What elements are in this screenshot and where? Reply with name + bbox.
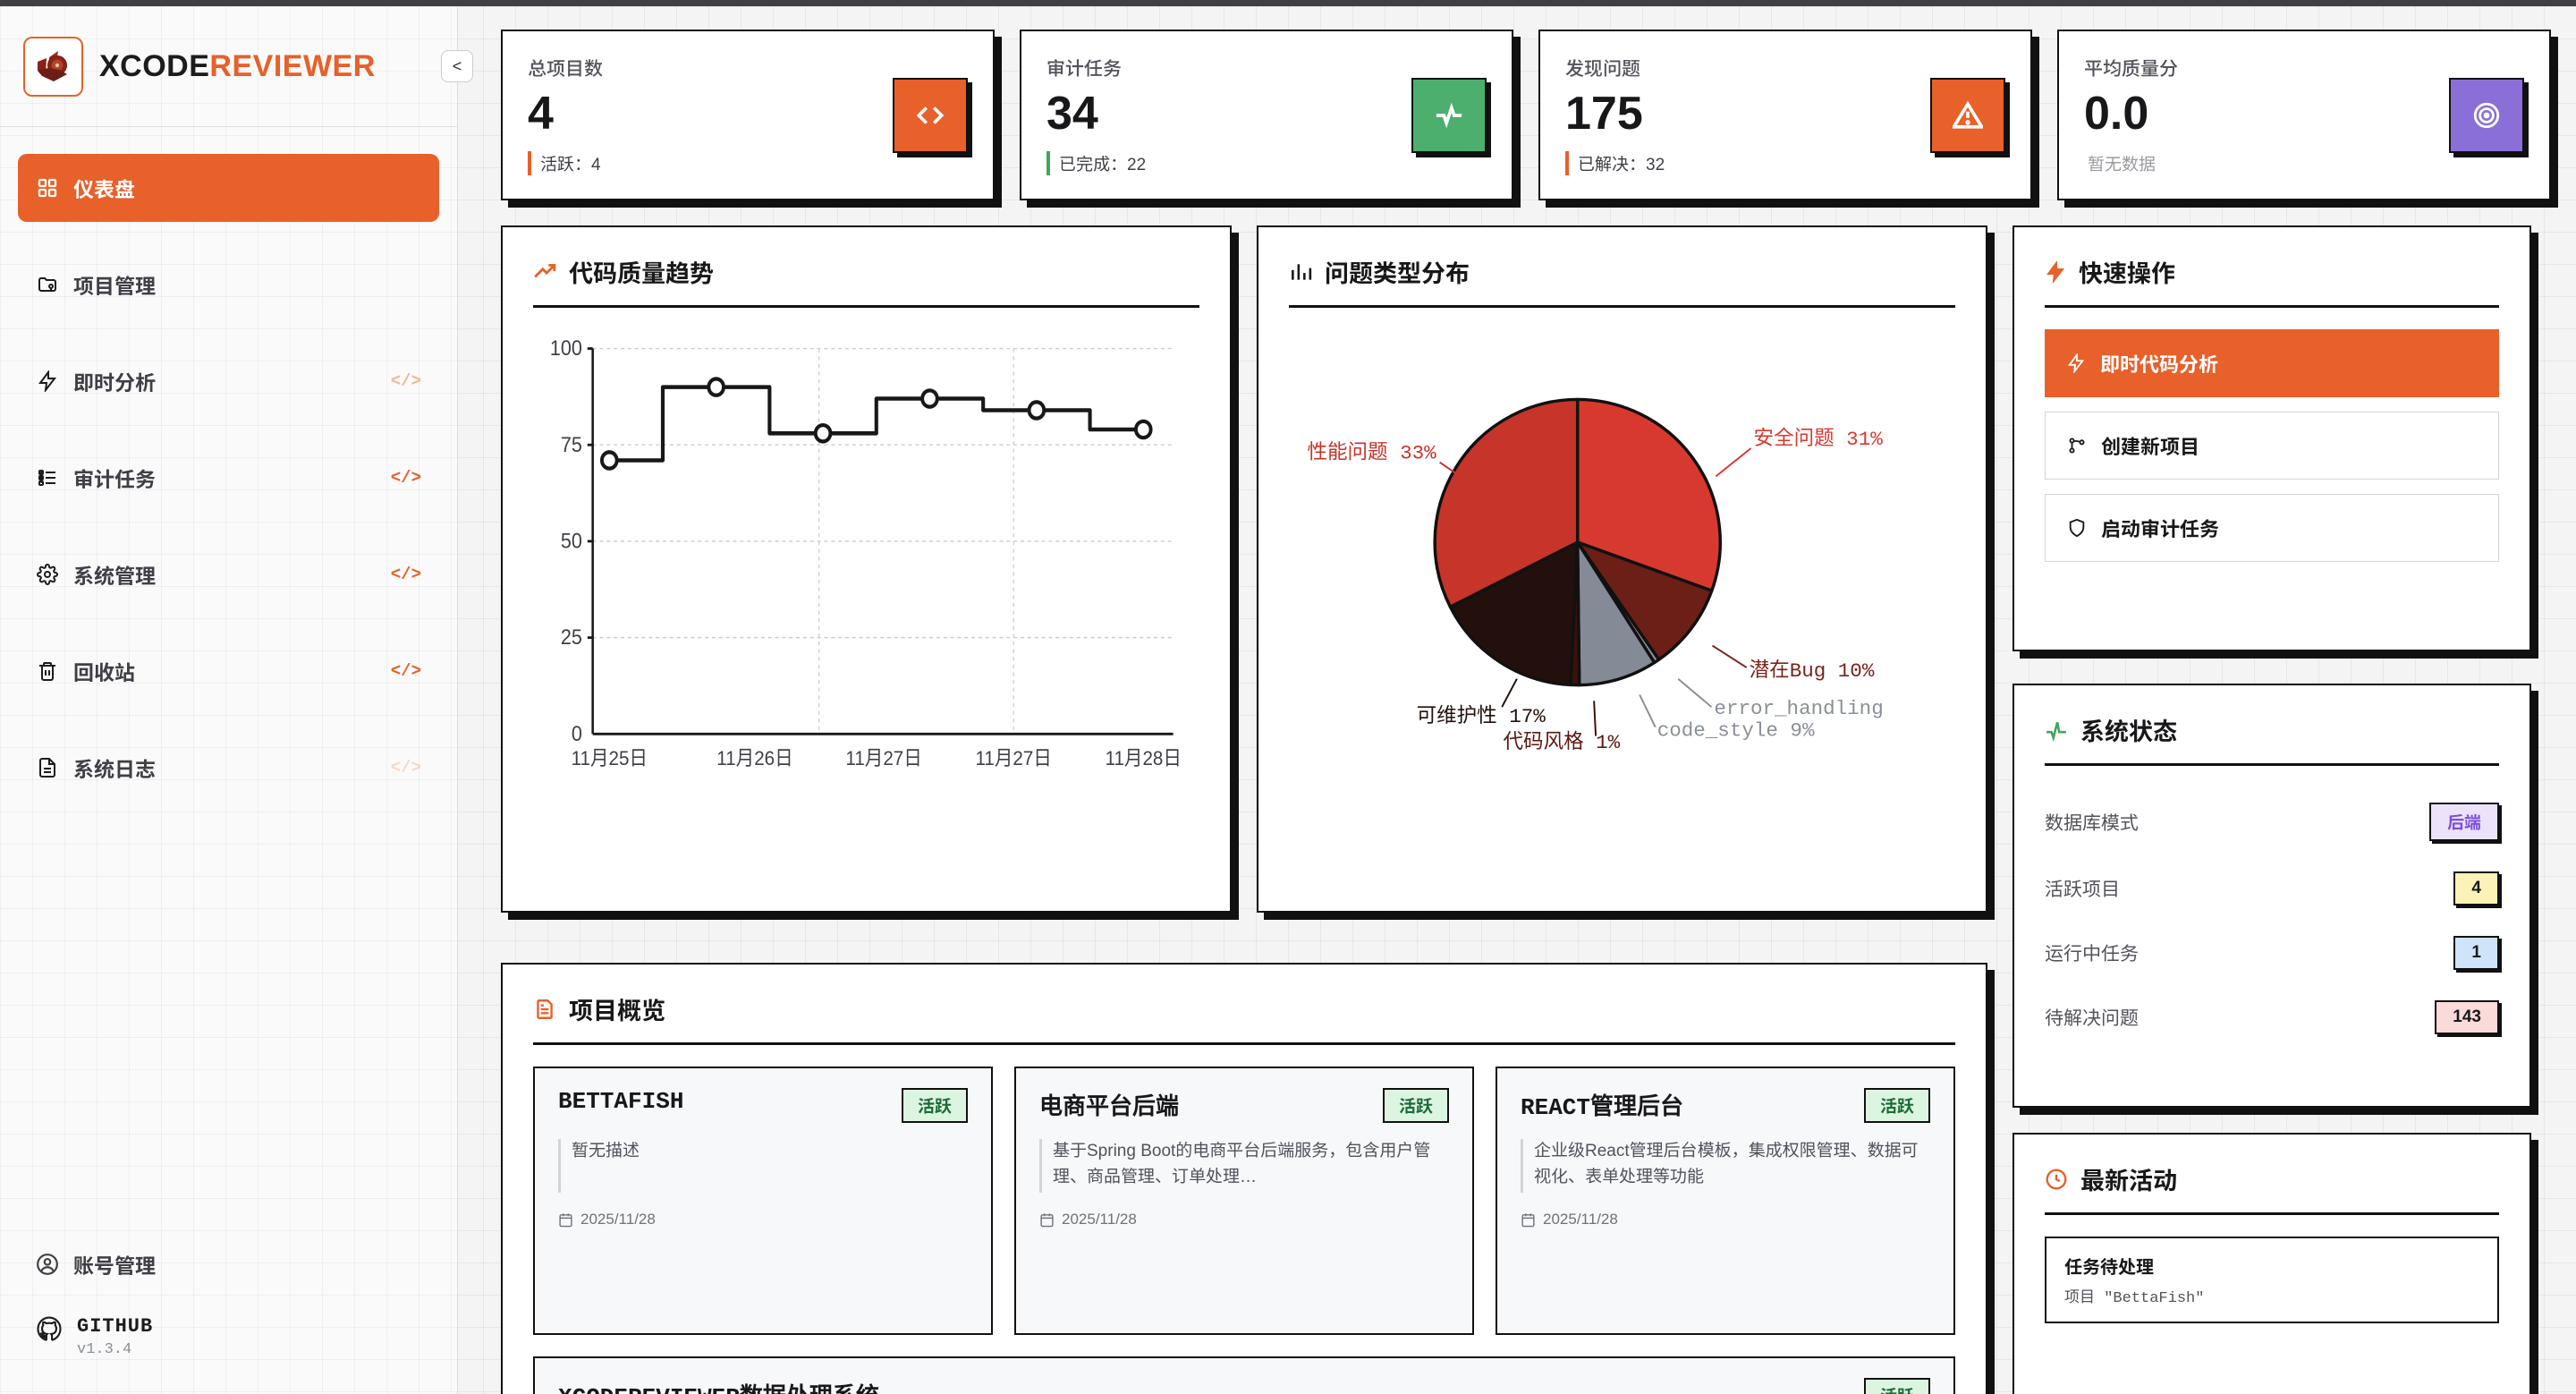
svg-text:11月27日: 11月27日: [845, 746, 921, 769]
svg-text:50: 50: [561, 528, 582, 552]
svg-text:11月25日: 11月25日: [572, 746, 648, 769]
svg-text:11月28日: 11月28日: [1106, 746, 1182, 769]
svg-text:安全问题 31%: 安全问题 31%: [1754, 427, 1884, 451]
svg-text:error_handling: error_handling: [1714, 697, 1883, 720]
svg-text:code_style 9%: code_style 9%: [1657, 718, 1815, 742]
svg-text:75: 75: [561, 432, 582, 456]
svg-text:可维护性 17%: 可维护性 17%: [1417, 704, 1546, 728]
svg-text:代码风格 1%: 代码风格 1%: [1504, 730, 1621, 754]
svg-text:25: 25: [561, 625, 582, 649]
svg-text:0: 0: [572, 721, 582, 745]
svg-text:100: 100: [550, 336, 582, 360]
svg-text:潜在Bug 10%: 潜在Bug 10%: [1750, 659, 1875, 683]
svg-text:11月26日: 11月26日: [716, 746, 792, 769]
svg-text:11月27日: 11月27日: [975, 746, 1051, 769]
svg-text:性能问题 33%: 性能问题 33%: [1307, 441, 1436, 465]
